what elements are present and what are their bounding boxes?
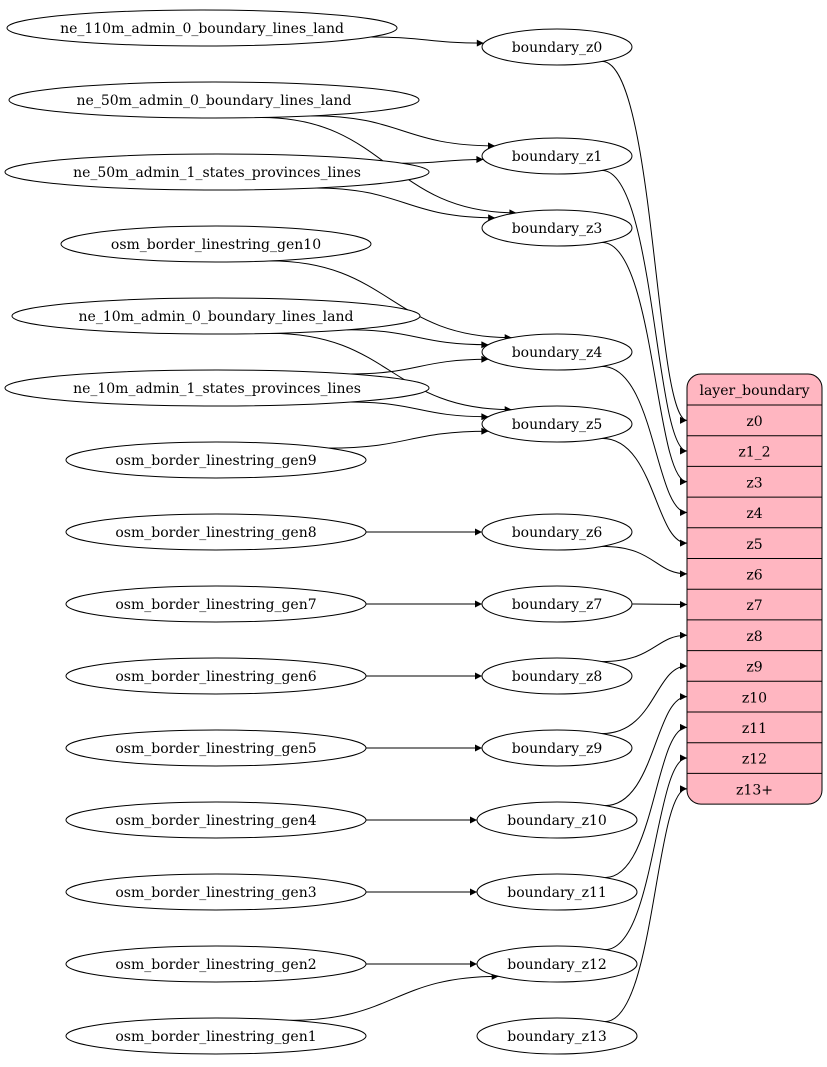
layer-port-z12: z12 [742, 752, 767, 768]
zoom-node-label: boundary_z13 [507, 1029, 607, 1045]
zoom-node: boundary_z12 [476, 945, 638, 983]
edge [269, 260, 512, 342]
edge-to-layer [604, 723, 688, 879]
edge [349, 355, 489, 375]
source-node: osm_border_linestring_gen8 [65, 513, 367, 551]
source-node-label: osm_border_linestring_gen9 [115, 453, 316, 469]
edge-to-layer [601, 60, 688, 424]
edge-to-layer [601, 241, 688, 486]
source-node: osm_border_linestring_gen1 [65, 1017, 367, 1055]
edge [402, 155, 484, 164]
edge-to-layer [601, 365, 688, 516]
zoom-node: boundary_z9 [481, 729, 633, 767]
zoom-node-label: boundary_z8 [512, 669, 603, 685]
edge-to-layer [604, 785, 688, 1023]
zoom-node-label: boundary_z0 [512, 40, 603, 56]
source-node-label: ne_10m_admin_1_states_provinces_lines [73, 381, 361, 397]
layer-port-z11: z11 [742, 721, 767, 737]
source-node-label: osm_border_linestring_gen2 [115, 957, 316, 973]
zoom-node-label: boundary_z12 [507, 957, 607, 973]
source-node: osm_border_linestring_gen10 [60, 225, 372, 263]
edge [311, 115, 495, 150]
source-node: osm_border_linestring_gen2 [65, 945, 367, 983]
layer-boundary-record: layer_boundary z0 z1_2 z3 z4 z5 z6 z7 z8 z9 z10 z11… [686, 373, 823, 805]
edge [314, 187, 496, 222]
layer-port-z3: z3 [746, 475, 762, 491]
edge-to-layer [601, 545, 688, 578]
nodes: ne_110m_admin_0_boundary_lines_land ne_50… [4, 9, 638, 1055]
edge-to-layer [604, 693, 688, 807]
source-node-label: osm_border_linestring_gen1 [115, 1029, 316, 1045]
zoom-node: boundary_z1 [481, 137, 633, 175]
zoom-node: boundary_z3 [481, 209, 633, 247]
zoom-node-label: boundary_z3 [512, 221, 603, 237]
zoom-node: boundary_z6 [481, 513, 633, 551]
source-node: ne_50m_admin_0_boundary_lines_land [8, 81, 420, 119]
layer-port-z4: z4 [746, 506, 762, 522]
source-node: osm_border_linestring_gen6 [65, 657, 367, 695]
source-node: osm_border_linestring_gen4 [65, 801, 367, 839]
edge [328, 427, 489, 449]
layer-port-z7: z7 [746, 598, 762, 614]
edge-to-layer [601, 437, 688, 547]
source-node: ne_10m_admin_1_states_provinces_lines [4, 369, 430, 407]
zoom-node: boundary_z4 [481, 333, 633, 371]
zoom-node-label: boundary_z10 [507, 813, 607, 829]
layer-port-z10: z10 [742, 690, 767, 706]
zoom-node: boundary_z8 [481, 657, 633, 695]
edge [290, 972, 499, 1021]
source-node: osm_border_linestring_gen7 [65, 585, 367, 623]
zoom-node-label: boundary_z5 [512, 417, 603, 433]
source-node-label: ne_50m_admin_1_states_provinces_lines [73, 165, 361, 181]
edge [349, 401, 489, 421]
source-node-label: ne_50m_admin_0_boundary_lines_land [77, 93, 352, 109]
layer-port-z8: z8 [746, 629, 762, 645]
edge-to-layer [601, 631, 688, 663]
source-node: ne_50m_admin_1_states_provinces_lines [4, 153, 430, 191]
layer-title: layer_boundary [699, 383, 809, 399]
edges [260, 36, 688, 1023]
source-node-label: osm_border_linestring_gen5 [115, 741, 316, 757]
source-node-label: osm_border_linestring_gen8 [115, 525, 316, 541]
zoom-node: boundary_z5 [481, 405, 633, 443]
zoom-node: boundary_z7 [481, 585, 633, 623]
layer-port-z5: z5 [746, 537, 762, 553]
zoom-node-label: boundary_z1 [512, 149, 603, 165]
zoom-node: boundary_z11 [476, 873, 638, 911]
source-node-label: osm_border_linestring_gen4 [115, 813, 316, 829]
edge-to-layer [631, 600, 688, 608]
source-node-label: osm_border_linestring_gen10 [111, 237, 321, 253]
zoom-node-label: boundary_z11 [507, 885, 607, 901]
layer-port-z6: z6 [746, 568, 762, 584]
zoom-node-label: boundary_z6 [512, 525, 603, 541]
layer-port-z9: z9 [746, 660, 762, 676]
zoom-node-label: boundary_z4 [512, 345, 603, 361]
zoom-node: boundary_z0 [481, 28, 633, 66]
source-node: ne_10m_admin_0_boundary_lines_land [11, 297, 421, 335]
source-node-label: osm_border_linestring_gen7 [115, 597, 316, 613]
layer-port-z0: z0 [746, 414, 762, 430]
zoom-node: boundary_z13 [476, 1017, 638, 1055]
edge [346, 329, 489, 349]
zoom-node-label: boundary_z7 [512, 597, 603, 613]
layer-port-z13+: z13+ [736, 782, 773, 798]
source-node: ne_110m_admin_0_boundary_lines_land [6, 9, 398, 47]
layer-port-z1_2: z1_2 [738, 445, 770, 461]
source-node: osm_border_linestring_gen5 [65, 729, 367, 767]
source-node-label: ne_10m_admin_0_boundary_lines_land [79, 309, 354, 325]
source-node-label: osm_border_linestring_gen6 [115, 669, 316, 685]
source-node: osm_border_linestring_gen9 [65, 441, 367, 479]
zoom-node: boundary_z10 [476, 801, 638, 839]
edge [370, 36, 484, 47]
edge-to-layer [601, 662, 688, 735]
zoom-node-label: boundary_z9 [512, 741, 603, 757]
source-node-label: osm_border_linestring_gen3 [115, 885, 316, 901]
source-node-label: ne_110m_admin_0_boundary_lines_land [60, 21, 344, 37]
source-node: osm_border_linestring_gen3 [65, 873, 367, 911]
edge-to-layer [601, 169, 688, 455]
edge-to-layer [604, 754, 688, 951]
